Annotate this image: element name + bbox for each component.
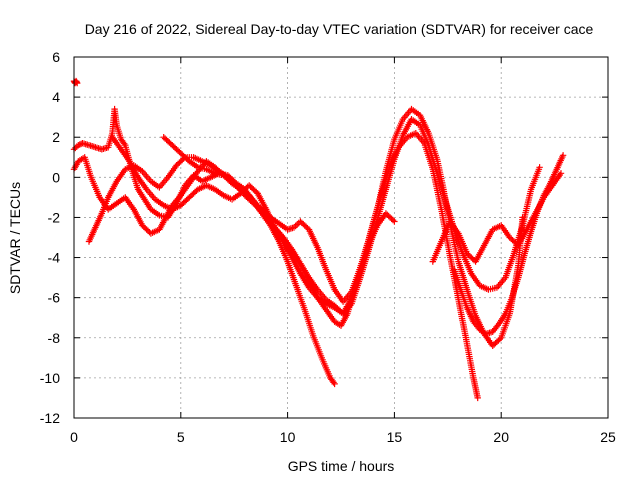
- x-tick-label: 10: [280, 429, 296, 445]
- x-tick-label: 0: [70, 429, 78, 445]
- x-tick-label: 25: [600, 429, 616, 445]
- x-axis-label: GPS time / hours: [288, 458, 395, 474]
- y-tick-label: 4: [52, 89, 60, 105]
- y-tick-label: -10: [40, 370, 60, 386]
- series-markers: [109, 134, 398, 317]
- y-tick-label: 0: [52, 169, 60, 185]
- series-track-5: [109, 134, 398, 317]
- y-tick-label: 6: [52, 49, 60, 65]
- x-tick-label: 20: [493, 429, 509, 445]
- x-tick-label: 15: [387, 429, 403, 445]
- series-markers: [429, 170, 565, 265]
- y-tick-label: -12: [40, 410, 60, 426]
- x-tick-label: 5: [177, 429, 185, 445]
- plot-frame: [73, 56, 609, 419]
- y-tick-label: 2: [52, 129, 60, 145]
- y-tick-label: -4: [48, 250, 61, 266]
- chart-title: Day 216 of 2022, Sidereal Day-to-day VTE…: [85, 21, 594, 37]
- y-axis-label: SDTVAR / TECUs: [7, 182, 23, 294]
- y-tick-label: -2: [48, 209, 61, 225]
- tick-layer: 0 5 10 15 20 25 -12 -10 -8 -6 -4 -2 0 2 4 6: [40, 49, 616, 445]
- y-tick-label: -8: [48, 330, 61, 346]
- series-track-7: [429, 170, 565, 265]
- y-tick-label: -6: [48, 290, 61, 306]
